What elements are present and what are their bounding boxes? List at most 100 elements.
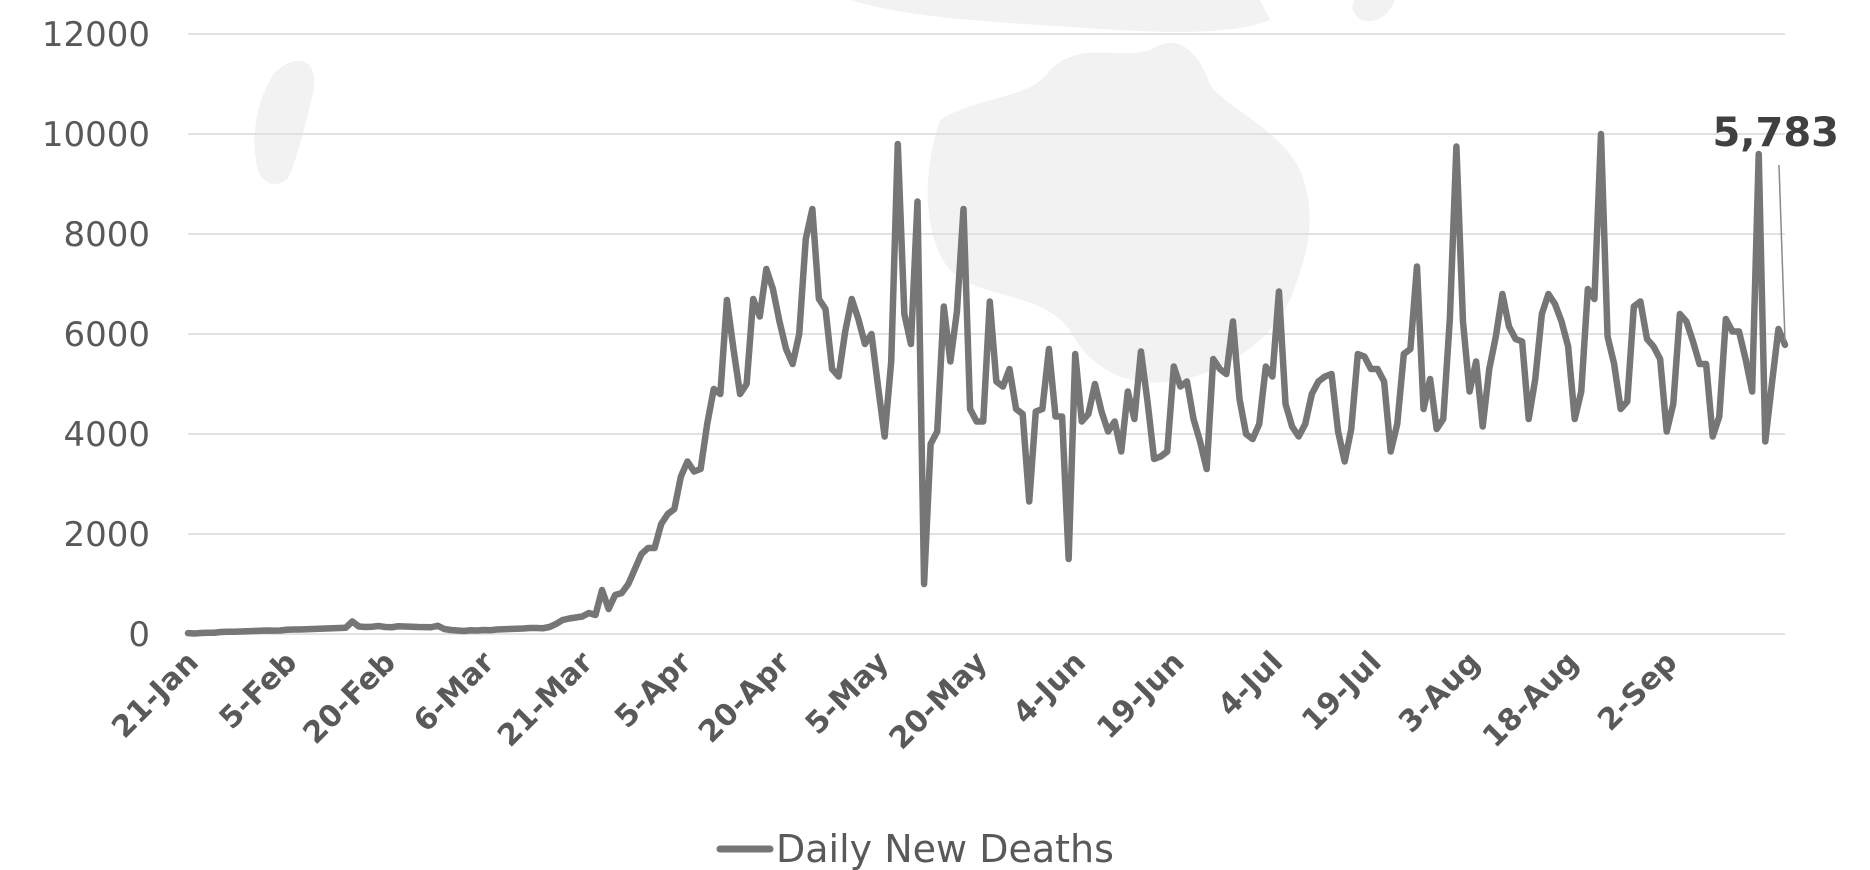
- data-point: [1061, 415, 1063, 418]
- data-point: [1166, 450, 1169, 453]
- data-point: [982, 420, 985, 423]
- data-point: [252, 630, 255, 632]
- data-point: [1501, 293, 1504, 295]
- data-point: [1488, 368, 1491, 370]
- x-tick-label: 20-Feb: [297, 645, 403, 751]
- series-points: [187, 133, 1786, 635]
- data-point: [1422, 408, 1425, 410]
- data-point: [318, 627, 321, 630]
- background-world-map: [254, 0, 1395, 383]
- data-point: [1100, 410, 1103, 413]
- legend: Daily New Deaths: [716, 827, 1114, 870]
- data-point: [423, 626, 426, 628]
- data-point: [1613, 363, 1615, 365]
- data-point: [975, 420, 978, 423]
- data-point: [1606, 335, 1609, 338]
- data-point: [804, 238, 807, 240]
- data-point: [206, 631, 209, 634]
- series-daily-new-deaths: [184, 130, 1789, 637]
- data-point: [614, 594, 616, 596]
- data-point: [1738, 330, 1740, 333]
- data-point: [305, 628, 308, 631]
- data-point: [627, 583, 630, 585]
- data-point: [1659, 358, 1661, 360]
- data-point: [594, 614, 597, 616]
- data-point: [811, 208, 814, 210]
- data-point: [476, 629, 478, 632]
- data-point: [1140, 350, 1142, 353]
- data-point: [1113, 420, 1116, 423]
- data-point: [1560, 320, 1563, 323]
- y-axis-tick-labels: 0 2000 4000 6000 8000 10000 12000: [42, 15, 150, 655]
- data-point: [1291, 425, 1293, 428]
- data-point: [1350, 428, 1353, 430]
- data-point: [1192, 418, 1195, 420]
- data-point: [1711, 435, 1714, 438]
- data-point: [1757, 153, 1760, 155]
- data-point: [1567, 345, 1569, 348]
- data-point: [187, 632, 189, 634]
- data-point: [1021, 413, 1024, 415]
- data-point: [870, 333, 873, 335]
- data-point: [1330, 373, 1333, 375]
- data-point: [712, 388, 715, 390]
- data-point: [1048, 348, 1050, 350]
- x-tick-label: 5-Feb: [213, 645, 305, 737]
- data-point: [1297, 435, 1300, 438]
- data-point: [916, 200, 919, 203]
- y-grid-lines: [188, 33, 1785, 635]
- x-tick-label: 2-Sep: [1591, 645, 1684, 738]
- data-point: [1600, 133, 1602, 135]
- data-point: [1475, 360, 1477, 363]
- data-point: [634, 568, 636, 570]
- data-point: [259, 629, 262, 632]
- data-point: [1324, 375, 1326, 378]
- data-point: [358, 625, 360, 628]
- data-point: [1692, 340, 1694, 343]
- data-point: [883, 435, 886, 438]
- data-point: [745, 383, 748, 385]
- x-tick-label: 4-Jun: [1006, 645, 1092, 731]
- data-point: [574, 616, 577, 619]
- data-point: [1370, 368, 1372, 370]
- background-map-small-shape: [1352, 0, 1395, 22]
- data-point: [896, 143, 899, 145]
- data-point: [1146, 400, 1149, 403]
- data-point: [1633, 305, 1635, 308]
- data-point: [1265, 365, 1267, 368]
- data-point: [1508, 325, 1510, 328]
- data-point: [1363, 355, 1366, 358]
- data-point: [344, 626, 347, 629]
- data-point: [351, 620, 354, 623]
- data-point: [338, 627, 340, 629]
- data-point: [1127, 390, 1129, 393]
- data-point: [1212, 358, 1215, 360]
- data-point: [1435, 428, 1438, 430]
- data-point: [1725, 318, 1727, 320]
- data-point: [772, 288, 774, 290]
- data-point: [1468, 390, 1471, 393]
- data-point: [1002, 385, 1004, 388]
- x-tick-label: 5-May: [799, 645, 896, 742]
- data-point: [1442, 418, 1445, 420]
- data-point: [515, 627, 518, 630]
- data-point: [1087, 413, 1090, 415]
- data-point: [528, 627, 531, 629]
- data-point: [877, 385, 879, 388]
- data-point: [535, 627, 538, 629]
- data-point: [1416, 265, 1418, 268]
- data-point: [666, 513, 669, 515]
- data-point: [390, 626, 393, 629]
- data-point: [1521, 340, 1523, 343]
- data-point: [758, 315, 761, 318]
- data-point: [739, 393, 741, 395]
- data-point: [509, 628, 511, 630]
- y-tick-label: 4000: [63, 415, 150, 455]
- data-point: [1120, 450, 1123, 453]
- data-point: [1573, 418, 1576, 420]
- data-point: [1054, 415, 1057, 418]
- data-point: [936, 430, 939, 433]
- data-point: [1547, 293, 1550, 295]
- data-point: [1514, 338, 1517, 340]
